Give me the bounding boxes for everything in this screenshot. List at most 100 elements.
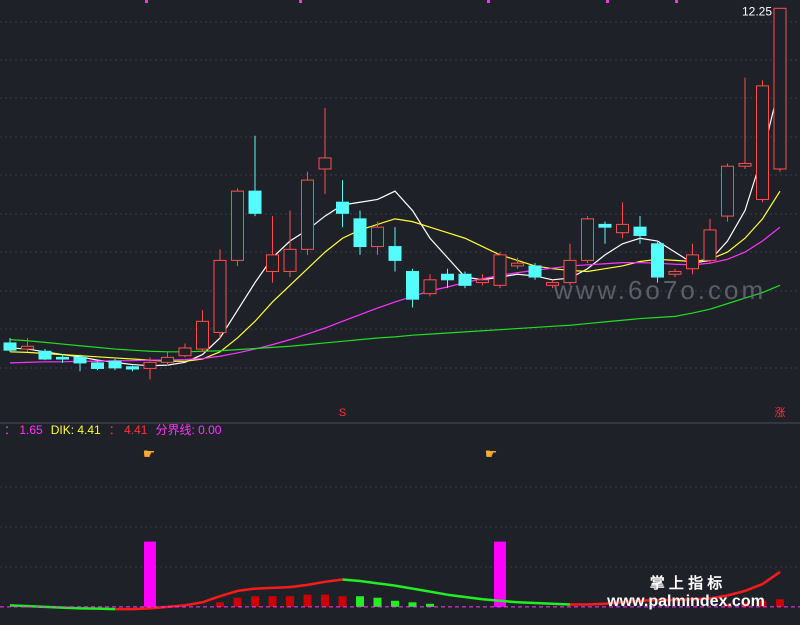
candle-body <box>738 162 752 167</box>
indicator-line <box>744 582 763 593</box>
candle-body <box>406 270 419 300</box>
candle-body <box>668 270 682 275</box>
moving-average <box>9 284 781 353</box>
candle-body <box>161 356 174 363</box>
indicator-line <box>727 589 746 597</box>
indicator-line <box>377 582 396 587</box>
candle-body <box>686 254 699 270</box>
histogram-bar <box>216 602 224 607</box>
histogram-bar <box>426 603 434 607</box>
signal-icons: ☛ ☛ <box>143 446 498 462</box>
histogram-bar <box>356 596 364 607</box>
histogram-bar <box>776 599 784 607</box>
candle-body <box>38 350 52 360</box>
candle-body <box>266 254 279 272</box>
indicator-line <box>464 595 483 601</box>
indicator-line <box>429 590 448 596</box>
indicator-line <box>237 587 256 593</box>
candle-body <box>756 85 769 200</box>
indicator-line <box>499 599 518 604</box>
candle-body <box>581 218 594 261</box>
indicator-line <box>604 601 623 606</box>
candle-body <box>283 248 297 272</box>
moving-average <box>9 82 781 367</box>
candle-body <box>318 157 332 170</box>
candle-body <box>353 218 367 248</box>
top-markers <box>145 0 678 3</box>
indicator-line <box>552 602 571 606</box>
candle-body <box>616 223 629 234</box>
indicator-line <box>289 583 308 589</box>
indicator-line <box>307 580 326 587</box>
indicator-line <box>761 570 781 586</box>
candle-body <box>21 345 34 350</box>
candle-body <box>651 243 664 278</box>
indicator-line <box>342 578 361 583</box>
histogram-bar <box>303 594 312 607</box>
indicator-line <box>709 594 728 600</box>
indicator-line <box>482 598 501 603</box>
candle-body <box>493 254 507 286</box>
annotation: 涨 <box>775 406 786 419</box>
candle-body <box>773 7 787 170</box>
indicator-line <box>359 579 378 585</box>
candle-body <box>423 279 437 295</box>
indicator-line <box>674 598 693 602</box>
candle-body <box>336 201 349 214</box>
indicator-line <box>324 578 343 584</box>
annotation: S <box>339 407 346 419</box>
histogram-bar <box>391 600 399 607</box>
candle-body <box>248 190 262 214</box>
candle-body <box>108 360 122 369</box>
candle-body <box>458 273 472 286</box>
indicator-line <box>202 595 221 604</box>
indicator-line <box>517 601 536 605</box>
indicator-line <box>622 599 641 604</box>
indicator-line <box>639 598 658 603</box>
candle-body <box>56 356 69 360</box>
histogram-bar <box>758 600 767 607</box>
indicator-line <box>534 601 553 606</box>
candle-body <box>73 356 87 364</box>
legend-entry: 分界线: 0.00 <box>155 423 221 437</box>
candle-body <box>563 259 577 284</box>
price-label: 12.25 <box>742 4 772 18</box>
candle-body <box>143 361 157 369</box>
indicator-line <box>44 605 63 609</box>
candle-body <box>546 282 559 286</box>
histogram-bar <box>723 603 732 607</box>
watermark-brand: 掌 上 指 标 <box>650 574 723 592</box>
candle-body <box>3 342 17 351</box>
indicator-line <box>394 584 413 590</box>
candle-body <box>528 265 542 278</box>
histogram-bar <box>286 596 294 607</box>
histogram-bar <box>408 602 417 607</box>
watermark: www.6o7o.com <box>553 275 766 305</box>
candle-body <box>703 229 717 261</box>
histogram-bar <box>251 596 259 607</box>
legend-entry: DIK: 4.41 <box>51 423 101 437</box>
indicator-line <box>692 597 711 601</box>
indicator-line <box>587 602 606 606</box>
indicator-line <box>62 606 81 610</box>
candle-body <box>441 273 454 281</box>
histogram-bar <box>268 596 277 607</box>
candle-body <box>371 226 384 248</box>
indicator-line <box>412 587 431 593</box>
histogram-bar <box>338 596 347 607</box>
candle-body <box>126 366 139 370</box>
signal-bar <box>144 541 156 607</box>
candle-body <box>301 179 314 250</box>
histogram-bar <box>741 602 749 607</box>
indicator-line <box>447 593 466 599</box>
histogram-bar <box>233 597 242 607</box>
candle-body <box>598 223 612 228</box>
signal-bar <box>494 541 506 607</box>
candle-body <box>633 226 647 236</box>
svg-text:☛: ☛ <box>143 446 156 462</box>
candle-body <box>91 362 104 369</box>
candle-body <box>511 262 524 267</box>
candle-body <box>388 246 402 261</box>
